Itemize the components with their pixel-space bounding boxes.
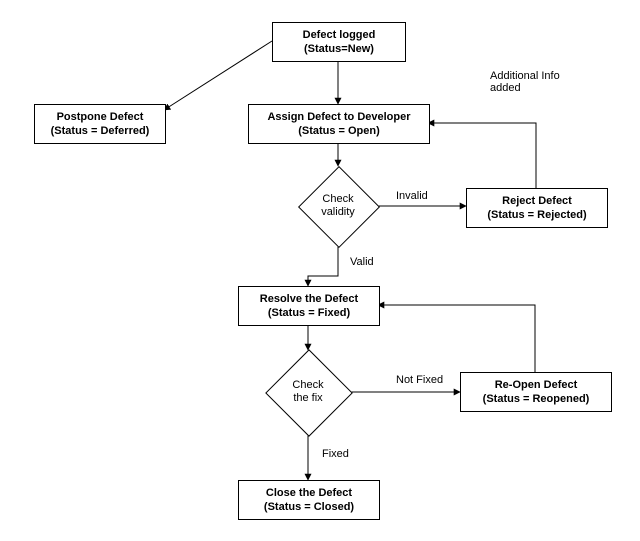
node-line1: Close the Defect (266, 487, 352, 499)
node-assign-defect: Assign Defect to Developer (Status = Open… (248, 104, 430, 144)
label-valid: Valid (350, 256, 374, 268)
label-invalid: Invalid (396, 190, 428, 202)
node-line2: (Status = Open) (298, 125, 380, 137)
label-additional-info: Additional Info added (490, 70, 560, 94)
node-line1: Re-Open Defect (495, 379, 578, 391)
node-line2: (Status = Fixed) (268, 307, 350, 319)
node-postpone-defect: Postpone Defect (Status = Deferred) (34, 104, 166, 144)
node-line2: (Status = Reopened) (483, 393, 590, 405)
node-close-defect: Close the Defect (Status = Closed) (238, 480, 380, 520)
node-reopen-defect: Re-Open Defect (Status = Reopened) (460, 372, 612, 412)
node-line1: Check (322, 193, 353, 205)
node-defect-logged: Defect logged (Status=New) (272, 22, 406, 62)
node-line2: (Status = Rejected) (487, 209, 586, 221)
node-line1: Defect logged (303, 29, 376, 41)
node-line2: validity (321, 206, 355, 218)
node-line1: Check (292, 379, 323, 391)
node-line2: (Status = Closed) (264, 501, 354, 513)
flowchart-canvas: Defect logged (Status=New) Postpone Defec… (0, 0, 640, 541)
node-line1: Reject Defect (502, 195, 572, 207)
node-line1: Resolve the Defect (260, 293, 358, 305)
label-line1: Additional Info (490, 70, 560, 82)
node-resolve-defect: Resolve the Defect (Status = Fixed) (238, 286, 380, 326)
label-line2: added (490, 82, 521, 94)
node-check-validity: Checkvalidity (310, 178, 366, 234)
node-line2: (Status = Deferred) (51, 125, 150, 137)
label-fixed: Fixed (322, 448, 349, 460)
node-line2: (Status=New) (304, 43, 374, 55)
node-line2: the fix (293, 392, 322, 404)
node-line1: Assign Defect to Developer (267, 111, 410, 123)
node-reject-defect: Reject Defect (Status = Rejected) (466, 188, 608, 228)
node-check-fix: Checkthe fix (278, 362, 338, 422)
label-not-fixed: Not Fixed (396, 374, 443, 386)
node-line1: Postpone Defect (57, 111, 144, 123)
